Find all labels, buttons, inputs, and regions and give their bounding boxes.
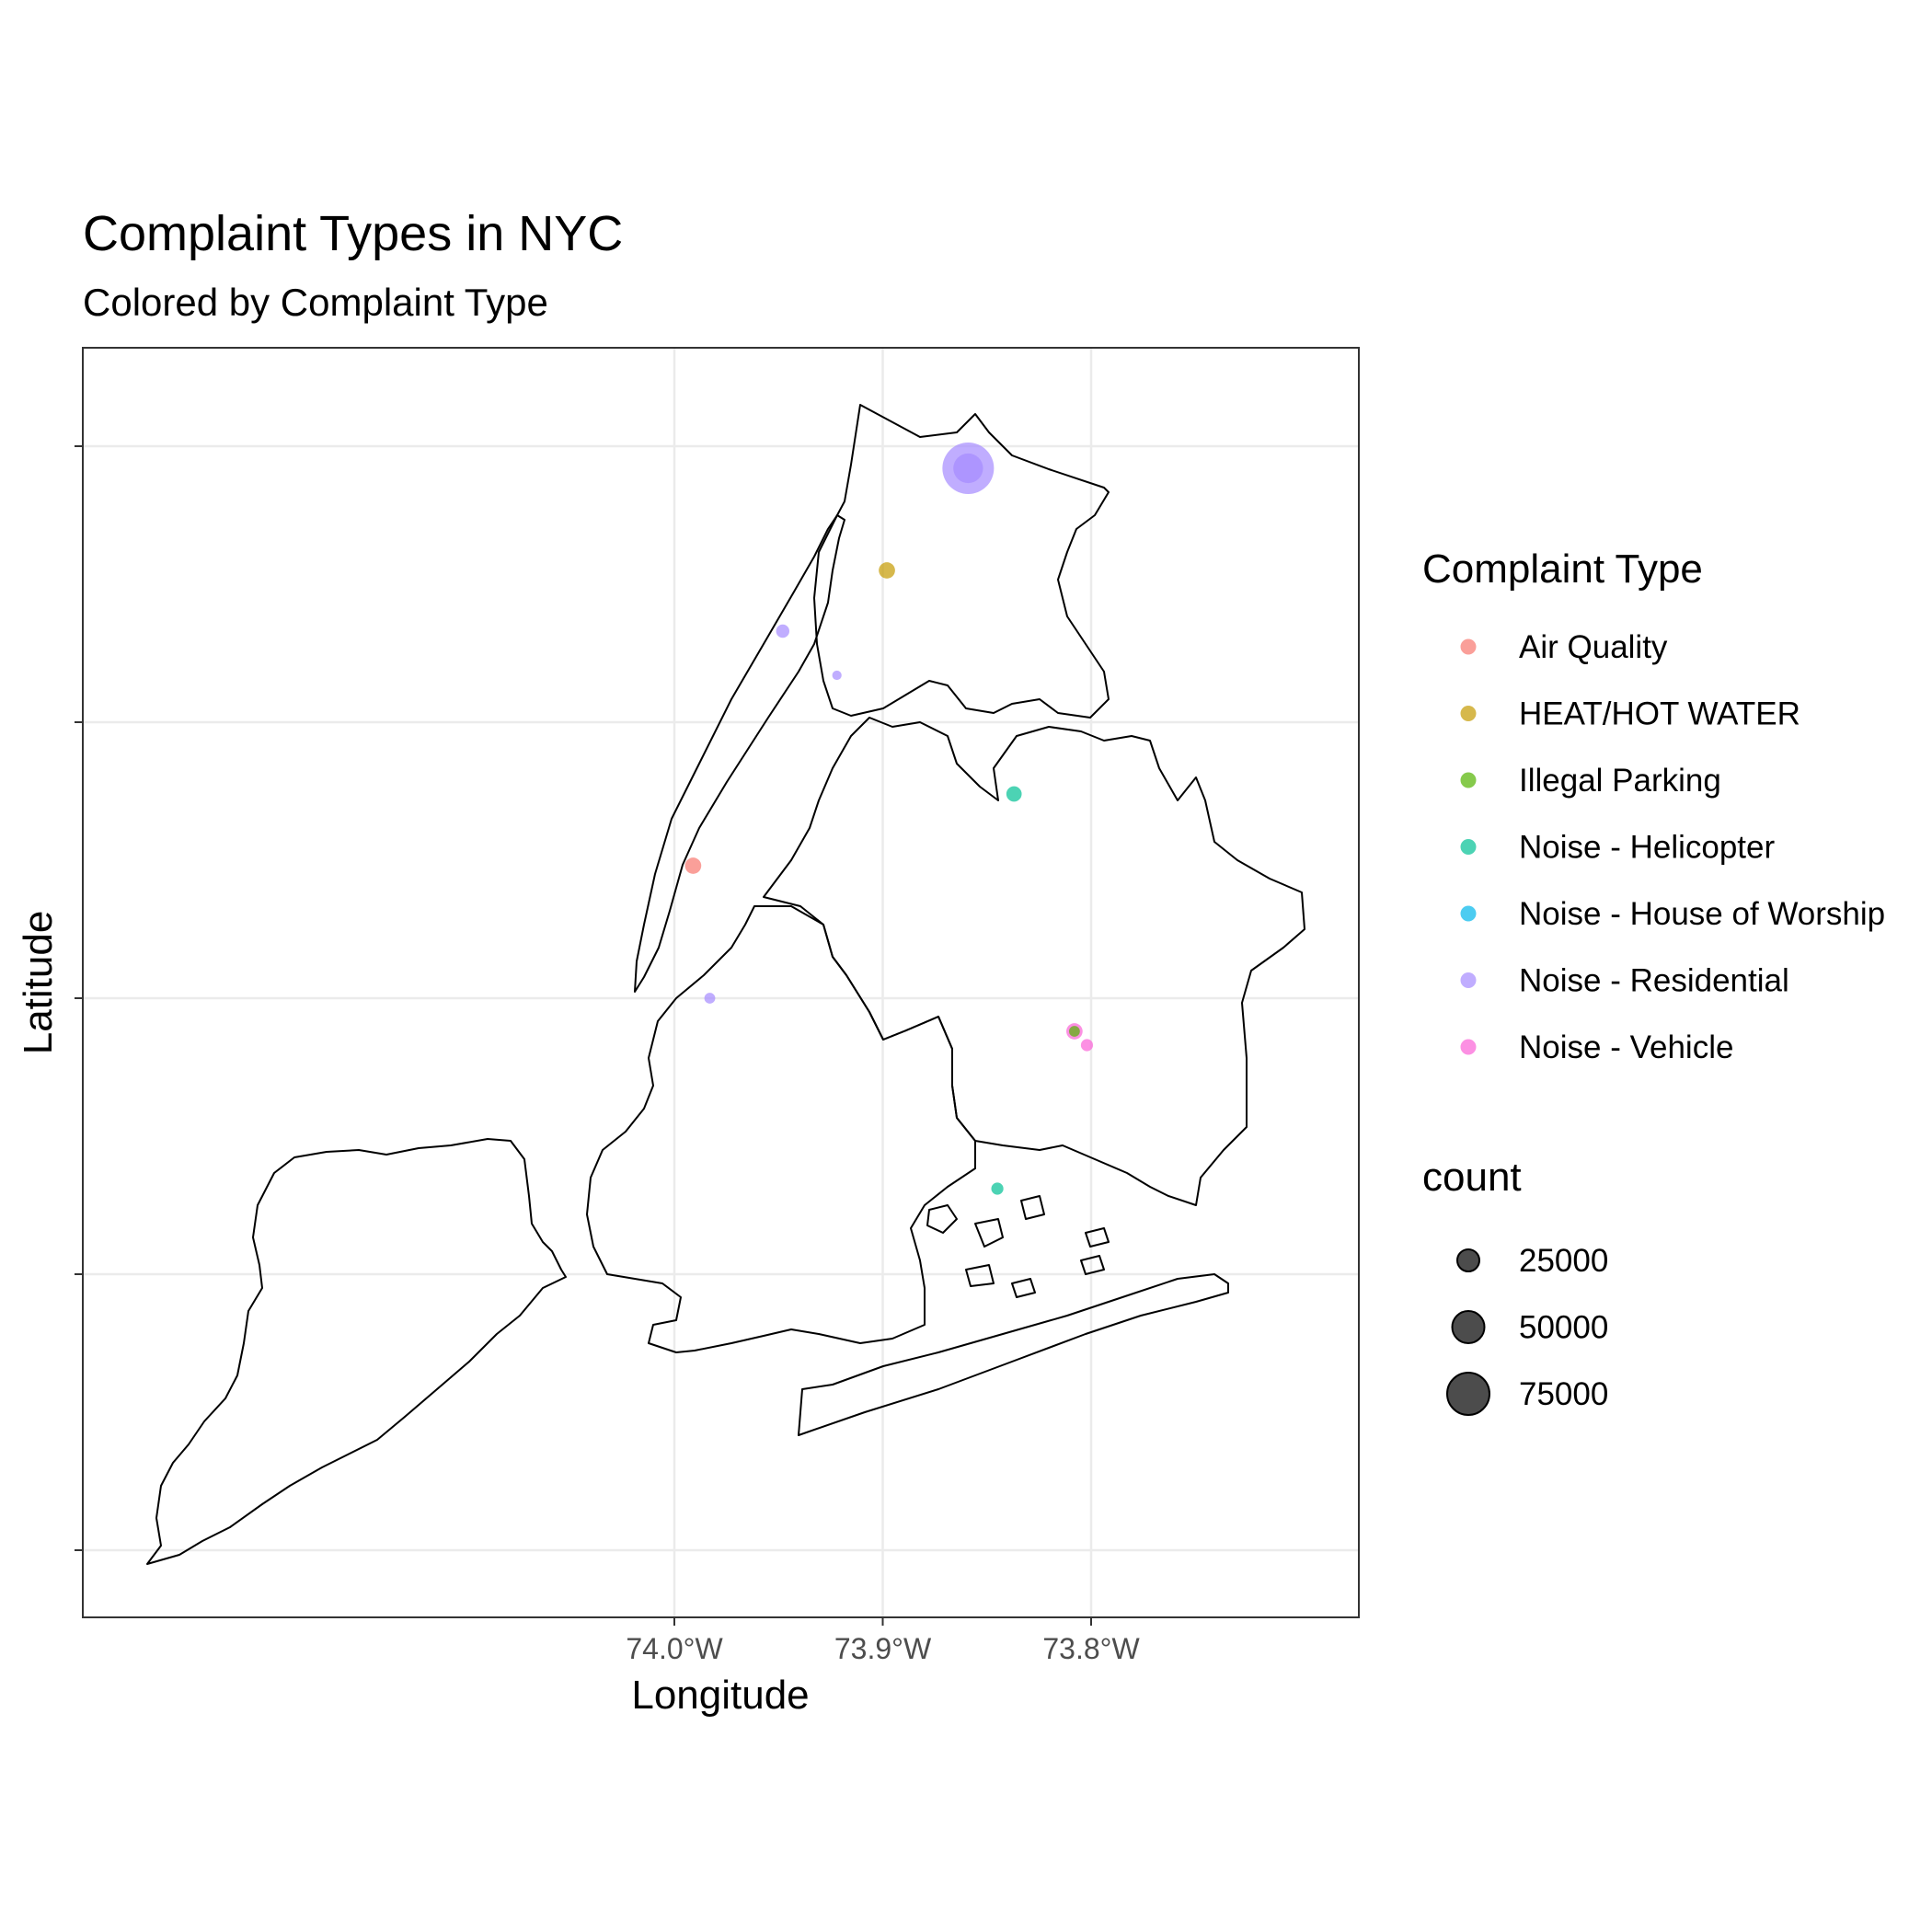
- x-tick-label-2: 73.8°W: [1042, 1632, 1140, 1665]
- legend-label-air-quality: Air Quality: [1519, 629, 1668, 665]
- size-legend-key-25000: [1456, 1248, 1480, 1272]
- legend-label-noise-residential: Noise - Residential: [1519, 963, 1789, 999]
- point-noise-vehicle-9: [1080, 1039, 1094, 1052]
- legend-label-noise-helicopter: Noise - Helicopter: [1519, 830, 1775, 866]
- panel-background: [83, 348, 1359, 1617]
- point-noise-residential-1: [953, 453, 983, 484]
- map-panel: [82, 347, 1360, 1618]
- chart-title: Complaint Types in NYC: [83, 206, 623, 261]
- bronx-outline: [813, 404, 1110, 719]
- rockaway-outline: [798, 1273, 1229, 1436]
- panel-border: [82, 347, 1360, 1618]
- legend-label-noise-house-of-worship: Noise - House of Worship: [1519, 896, 1885, 932]
- jamaica-bay-islands: [926, 1195, 1110, 1298]
- complaint-points: [684, 443, 1094, 1195]
- point-noise-residential-10: [704, 993, 716, 1004]
- point-noise-helicopter-5: [1006, 786, 1022, 802]
- point-noise-residential-4: [832, 670, 842, 681]
- x-axis-title: Longitude: [631, 1673, 809, 1718]
- size-legend-label-75000: 75000: [1519, 1376, 1608, 1412]
- size-legend-label-50000: 50000: [1519, 1310, 1608, 1346]
- nyc-boroughs-outline: [146, 404, 1305, 1565]
- y-axis-title: Latitude: [16, 911, 61, 1055]
- size-legend-key-75000: [1446, 1372, 1490, 1416]
- manhattan-outline: [634, 514, 845, 993]
- legend-key-noise-house-of-worship: [1460, 905, 1477, 922]
- legend-label-illegal-parking: Illegal Parking: [1519, 763, 1721, 799]
- point-noise-helicopter-11: [991, 1182, 1004, 1195]
- size-legend-label-25000: 25000: [1519, 1243, 1608, 1279]
- legend-label-heat-hot-water: HEAT/HOT WATER: [1519, 696, 1800, 732]
- point-illegal-parking-8: [1068, 1026, 1080, 1037]
- point-noise-residential-3: [776, 624, 790, 638]
- legend-key-illegal-parking: [1460, 772, 1477, 788]
- staten-island-outline: [146, 1138, 567, 1565]
- legend-key-noise-helicopter: [1460, 839, 1477, 855]
- color-legend: Complaint Type Air Quality HEAT/HOT WATER…: [1422, 546, 1885, 1065]
- x-tick-label-0: 74.0°W: [626, 1632, 723, 1665]
- legend-key-noise-vehicle: [1460, 1039, 1477, 1055]
- size-legend-key-50000: [1451, 1310, 1486, 1344]
- legend-key-noise-residential: [1460, 972, 1477, 988]
- x-axis: 74.0°W 73.9°W 73.8°W: [626, 1617, 1140, 1665]
- size-legend: count 25000 50000 75000: [1422, 1155, 1608, 1416]
- y-axis: [75, 445, 83, 1551]
- size-legend-title: count: [1422, 1155, 1522, 1200]
- legend-label-noise-vehicle: Noise - Vehicle: [1519, 1029, 1733, 1065]
- legend-key-air-quality: [1460, 638, 1477, 655]
- brooklyn-outline: [586, 905, 976, 1353]
- x-tick-label-1: 73.9°W: [834, 1632, 932, 1665]
- color-legend-title: Complaint Type: [1422, 546, 1703, 592]
- legend-key-heat-hot-water: [1460, 706, 1477, 721]
- chart-subtitle: Colored by Complaint Type: [83, 281, 548, 324]
- point-air-quality-6: [684, 857, 702, 874]
- point-heat-hot-water-2: [879, 562, 895, 579]
